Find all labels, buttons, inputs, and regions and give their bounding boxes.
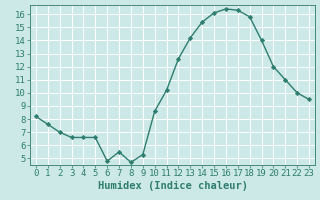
X-axis label: Humidex (Indice chaleur): Humidex (Indice chaleur) [98, 181, 247, 191]
